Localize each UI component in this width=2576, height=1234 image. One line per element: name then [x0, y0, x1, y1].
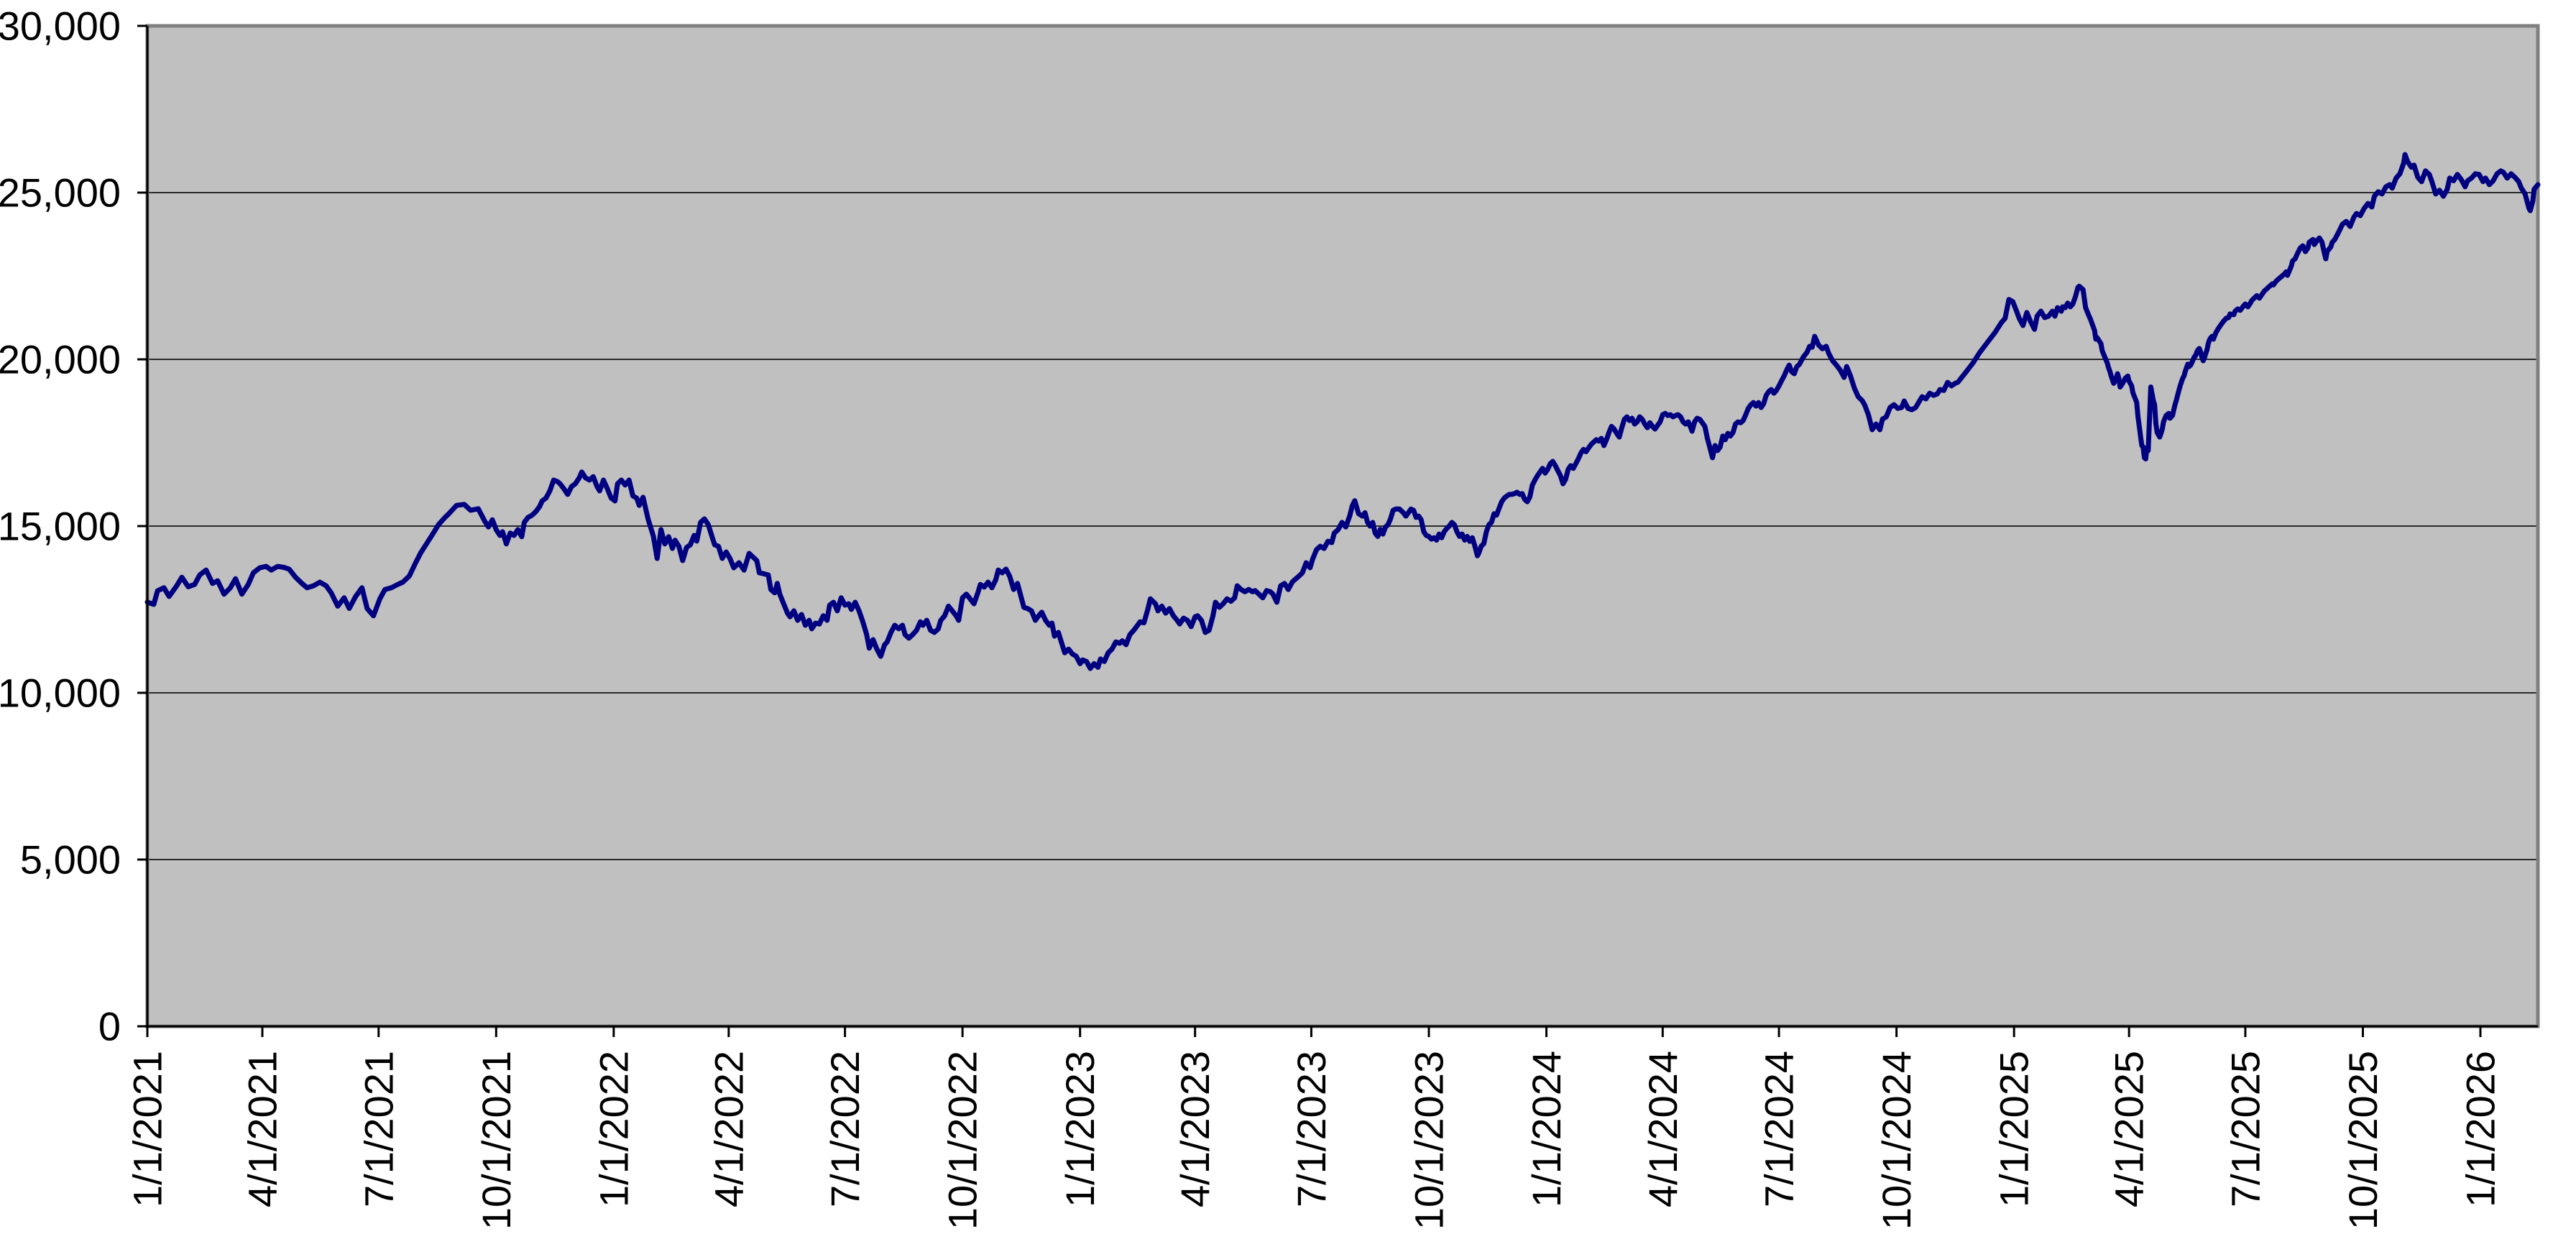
- x-tick-label: 7/1/2022: [822, 1051, 868, 1207]
- y-tick-label: 20,000: [0, 337, 121, 382]
- x-tick-label: 1/1/2021: [125, 1051, 170, 1207]
- data-line: [144, 152, 2541, 671]
- x-tick-label: 1/1/2026: [2458, 1051, 2503, 1207]
- x-tick-label: 1/1/2024: [1524, 1051, 1569, 1207]
- x-tick-label: 7/1/2023: [1289, 1051, 1334, 1207]
- y-tick-label: 5,000: [20, 837, 121, 883]
- y-tick-label: 0: [98, 1004, 121, 1049]
- x-tick-label: 7/1/2024: [1757, 1051, 1802, 1207]
- y-tick-label: 10,000: [0, 671, 121, 716]
- x-tick-label: 10/1/2021: [474, 1051, 519, 1230]
- x-tick-label: 4/1/2024: [1640, 1051, 1685, 1207]
- x-tick-label: 4/1/2023: [1172, 1051, 1218, 1207]
- x-tick-label: 10/1/2025: [2340, 1051, 2386, 1230]
- x-tick-label: 1/1/2025: [1992, 1051, 2037, 1207]
- x-tick-label: 4/1/2021: [239, 1051, 285, 1207]
- x-tick-label: 4/1/2022: [706, 1051, 751, 1207]
- y-tick-label: 30,000: [0, 4, 121, 49]
- y-tick-label: 15,000: [0, 504, 121, 549]
- x-tick-label: 10/1/2023: [1406, 1051, 1451, 1230]
- x-tick-label: 1/1/2022: [591, 1051, 636, 1207]
- x-tick-label: 7/1/2021: [356, 1051, 401, 1207]
- y-tick-label: 25,000: [0, 170, 121, 216]
- x-tick-label: 10/1/2022: [940, 1051, 985, 1230]
- y-axis-labels: 0 5,000 10,000 15,000 20,000 25,000 30,000: [0, 4, 147, 1049]
- x-tick-label: 7/1/2025: [2222, 1051, 2268, 1207]
- x-tick-label: 1/1/2023: [1057, 1051, 1103, 1207]
- x-axis-labels: 1/1/2021 4/1/2021 7/1/2021 10/1/2021 1/1/202…: [125, 1026, 2503, 1230]
- x-tick-label: 10/1/2024: [1874, 1051, 1919, 1230]
- x-tick-label: 4/1/2025: [2107, 1051, 2152, 1207]
